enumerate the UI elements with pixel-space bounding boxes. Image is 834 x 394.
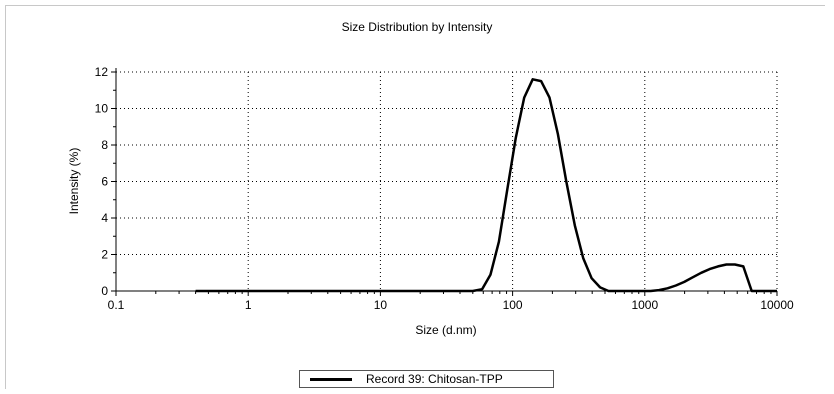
x-tick-label: 1 [245,298,252,312]
x-tick-label: 0.1 [108,298,125,312]
y-tick-label: 4 [101,211,108,225]
y-tick-label: 2 [101,248,108,262]
y-tick-label: 0 [101,284,108,298]
y-tick-label: 10 [95,102,109,116]
x-axis-label: Size (d.nm) [415,323,476,337]
x-tick-label: 100 [503,298,523,312]
legend-label: Record 39: Chitosan-TPP [366,372,503,386]
tick-labels: 0 2 4 6 8 10 12 0.1 1 10 100 1000 10000 [95,65,794,312]
y-tick-label: 6 [101,175,108,189]
chart-title: Size Distribution by Intensity [341,20,493,34]
y-tick-label: 8 [101,138,108,152]
grid [116,71,778,291]
x-tick-label: 1000 [631,298,658,312]
series [195,78,777,293]
x-tick-label: 10 [374,298,388,312]
legend-swatch [310,377,352,381]
y-tick-label: 12 [95,65,109,79]
legend: Record 39: Chitosan-TPP [299,370,554,388]
x-tick-label: 10000 [760,298,794,312]
series-line [195,78,777,293]
chart-frame [5,5,825,389]
y-axis-label: Intensity (%) [67,148,81,215]
